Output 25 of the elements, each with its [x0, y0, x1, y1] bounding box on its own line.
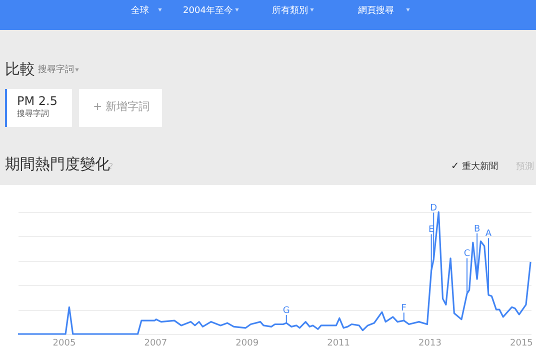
x-tick-label: 2013 [418, 338, 442, 348]
text: 搜尋字詞 [38, 64, 74, 75]
text: 2004年至今 [183, 5, 233, 16]
annotation: F [401, 304, 406, 314]
text: 搜尋字詞 [17, 109, 49, 118]
text: 網頁搜尋 [357, 5, 394, 16]
annotation: C [464, 249, 470, 260]
text: ✓ [450, 161, 460, 172]
x-tick-label: 2007 [144, 338, 168, 348]
text: + 新增字詞 [93, 100, 150, 113]
text: 全球 [131, 5, 149, 16]
text: ? [108, 162, 114, 171]
chart-title: 期間熱門度變化 [5, 155, 110, 173]
x-tick-label: 2015 [510, 338, 533, 348]
annotation: G [282, 306, 290, 316]
text: 重大新聞 [462, 161, 498, 172]
annotation: D [430, 204, 438, 214]
x-tick-label: 2009 [236, 338, 259, 348]
x-tick-label: 2011 [327, 338, 350, 348]
text: 比較 [5, 60, 35, 78]
annotation: B [474, 224, 480, 234]
text: PM 2.5 [17, 94, 58, 108]
annotation: A [485, 229, 492, 240]
x-tick-label: 2005 [52, 338, 76, 348]
text: 所有類別 [272, 5, 308, 16]
